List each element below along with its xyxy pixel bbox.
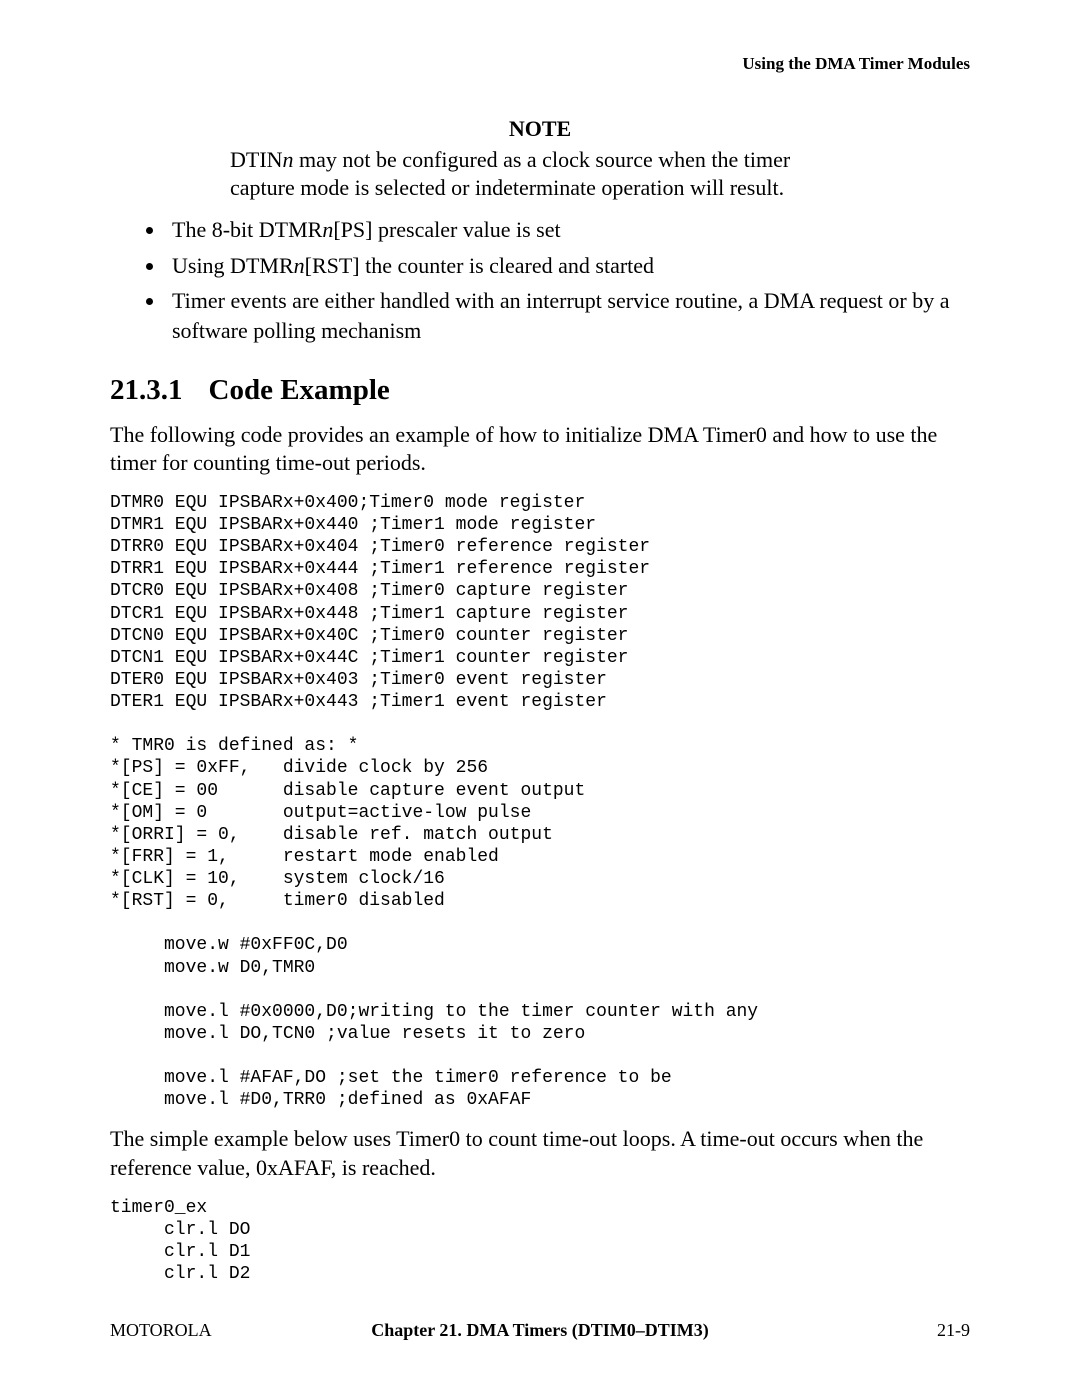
footer-right: 21-9 [937, 1320, 970, 1341]
section-heading: 21.3.1 Code Example [110, 374, 970, 407]
bullet-item: Using DTMRn[RST] the counter is cleared … [166, 251, 970, 281]
bullet-item: The 8-bit DTMRn[PS] prescaler value is s… [166, 215, 970, 245]
section-title: Code Example [209, 374, 390, 406]
page: Using the DMA Timer Modules NOTE DTINn m… [0, 0, 1080, 1397]
paragraph-2: The simple example below uses Timer0 to … [110, 1125, 970, 1182]
bullet-italic-n: n [294, 253, 305, 278]
note-body: DTINn may not be configured as a clock s… [230, 146, 850, 201]
note-heading: NOTE [110, 116, 970, 142]
code-block-1: DTMR0 EQU IPSBARx+0x400;Timer0 mode regi… [110, 492, 970, 1112]
page-footer: MOTOROLA Chapter 21. DMA Timers (DTIM0–D… [110, 1320, 970, 1341]
note-prefix: DTIN [230, 147, 283, 172]
section-number: 21.3.1 [110, 374, 183, 407]
bullet-text: [RST] the counter is cleared and started [305, 253, 654, 278]
bullet-item: Timer events are either handled with an … [166, 286, 970, 345]
bullet-text: The 8-bit DTMR [172, 217, 322, 242]
bullet-list: The 8-bit DTMRn[PS] prescaler value is s… [110, 215, 970, 346]
running-header: Using the DMA Timer Modules [110, 54, 970, 74]
bullet-text: Using DTMR [172, 253, 294, 278]
code-block-2: timer0_ex clr.l DO clr.l D1 clr.l D2 [110, 1197, 970, 1286]
note-italic-n: n [283, 147, 294, 172]
note-rest: may not be configured as a clock source … [230, 147, 790, 200]
bullet-text: [PS] prescaler value is set [333, 217, 560, 242]
footer-left: MOTOROLA [110, 1320, 212, 1341]
intro-paragraph: The following code provides an example o… [110, 421, 970, 478]
bullet-italic-n: n [322, 217, 333, 242]
footer-center: Chapter 21. DMA Timers (DTIM0–DTIM3) [110, 1320, 970, 1341]
bullet-text: Timer events are either handled with an … [172, 288, 950, 343]
